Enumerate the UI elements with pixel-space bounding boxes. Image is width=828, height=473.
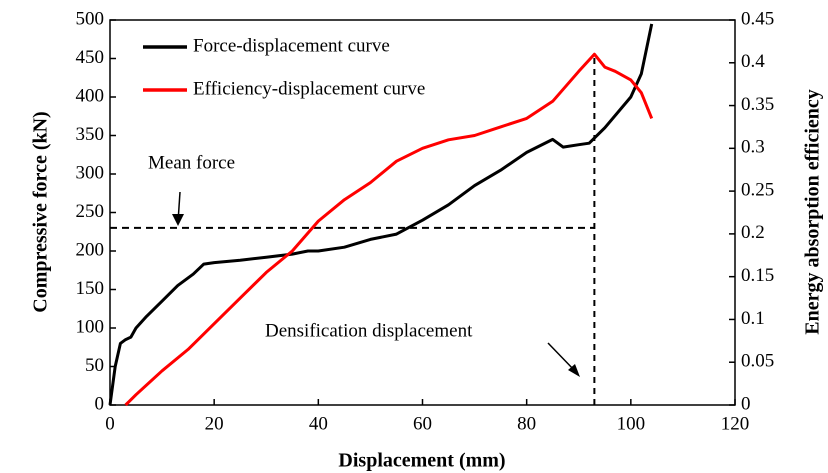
- arrow-head: [172, 214, 184, 226]
- y-tick-label: 200: [76, 239, 105, 260]
- y-tick-label: 50: [85, 355, 104, 376]
- annotation: Mean force: [148, 152, 235, 173]
- x-tick-label: 80: [517, 413, 536, 434]
- y-axis-label: Compressive force (kN): [30, 111, 52, 312]
- y-tick-label: 100: [76, 316, 105, 337]
- x-tick-label: 120: [721, 413, 750, 434]
- arrow-head: [568, 364, 580, 377]
- y-tick-label: 300: [76, 162, 105, 183]
- x-axis-label: Displacement (mm): [338, 450, 505, 472]
- y-tick-label: 250: [76, 201, 105, 222]
- y2-tick-label: 0.45: [741, 8, 774, 29]
- y2-tick-label: 0.3: [741, 137, 765, 158]
- y2-tick-label: 0.15: [741, 265, 774, 286]
- x-tick-label: 60: [413, 413, 432, 434]
- x-tick-label: 100: [617, 413, 646, 434]
- x-tick-label: 40: [309, 413, 328, 434]
- data-line: [124, 52, 654, 407]
- legend-label: Force-displacement curve: [193, 35, 390, 56]
- x-tick-label: 20: [205, 413, 224, 434]
- data-line: [108, 23, 654, 406]
- y-tick-label: 500: [76, 8, 105, 29]
- y-tick-label: 450: [76, 47, 105, 68]
- legend-label: Efficiency-displacement curve: [193, 78, 425, 99]
- y2-tick-label: 0: [741, 393, 751, 414]
- y-tick-label: 150: [76, 278, 105, 299]
- annotation: Densification displacement: [265, 320, 473, 341]
- y2-tick-label: 0.25: [741, 179, 774, 200]
- x-tick-label: 0: [105, 413, 115, 434]
- y2-tick-label: 0.2: [741, 222, 765, 243]
- y2-axis-label: Energy absorption efficiency: [802, 89, 824, 335]
- y2-tick-label: 0.1: [741, 308, 765, 329]
- y2-tick-label: 0.4: [741, 51, 765, 72]
- y-tick-label: 350: [76, 124, 105, 145]
- y2-tick-label: 0.35: [741, 94, 774, 115]
- y-tick-label: 400: [76, 85, 105, 106]
- y2-tick-label: 0.05: [741, 351, 774, 372]
- y-tick-label: 0: [95, 393, 105, 414]
